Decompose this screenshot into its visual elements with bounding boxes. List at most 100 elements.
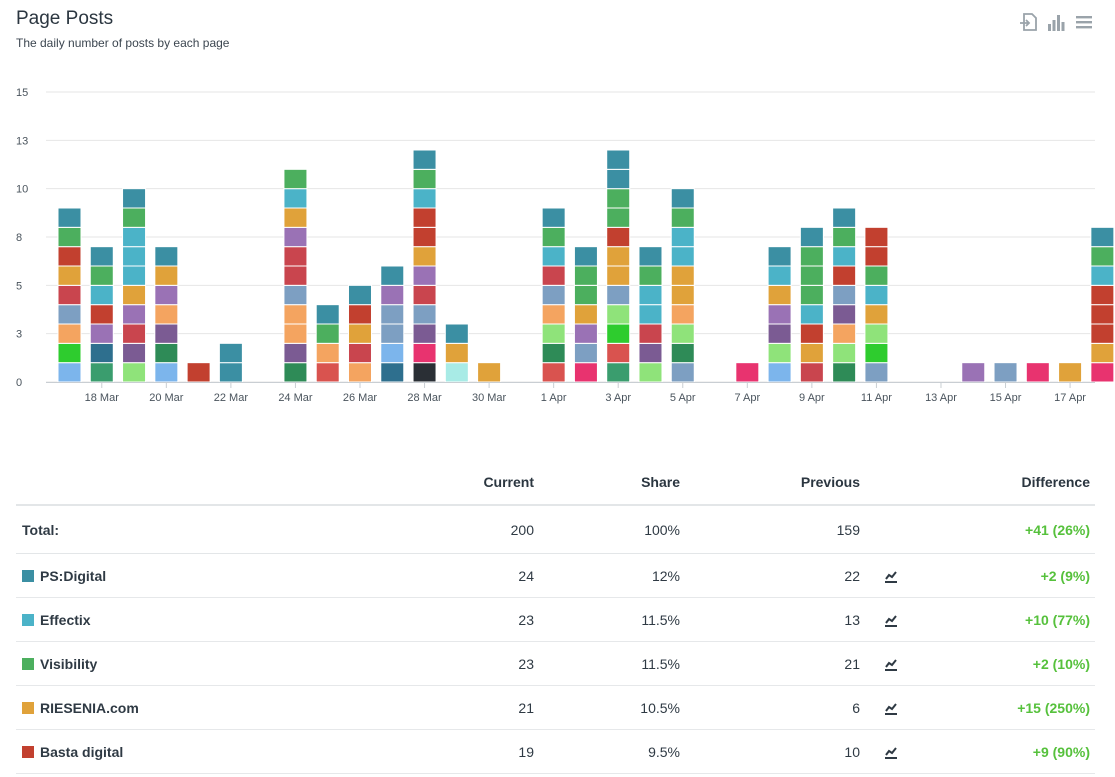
y-axis: 0 3 5 8 10 13 15: [16, 87, 28, 389]
bar-segment: [573, 362, 598, 383]
bar-segment: [347, 304, 372, 325]
page-name-cell: Visibility: [16, 656, 396, 672]
bar-segment: [832, 362, 857, 383]
table-row: Effectix 23 11.5% 13 +10 (77%): [16, 598, 1095, 642]
bar-segment: [380, 265, 405, 286]
bar-segment: [606, 265, 631, 286]
menu-icon[interactable]: [1075, 12, 1093, 32]
bar-segment: [283, 265, 308, 286]
bar-segment: [1090, 342, 1115, 364]
bar-segment: [57, 246, 82, 267]
bar-chart-icon[interactable]: [1047, 12, 1065, 32]
bar-segment: [122, 362, 147, 383]
bar-segment: [412, 342, 437, 364]
x-tick-label: 9 Apr: [799, 392, 825, 404]
bar-segment: [412, 246, 437, 267]
bar-segment: [412, 207, 437, 228]
bar-segment: [767, 362, 792, 383]
bar-segment: [315, 323, 340, 344]
bar-segment: [283, 246, 308, 267]
bar-segment: [122, 226, 147, 248]
bar-segment: [767, 246, 792, 267]
bar-segment: [154, 284, 179, 306]
y-tick-label: 13: [16, 135, 28, 147]
bar-segment: [218, 342, 243, 364]
bar-segment: [380, 362, 405, 383]
bar-segment: [412, 168, 437, 190]
trend-chart-icon[interactable]: [884, 613, 898, 627]
series-swatch: [22, 569, 34, 582]
trend-chart-icon[interactable]: [884, 745, 898, 759]
bar-segment: [767, 323, 792, 344]
total-previous: 159: [836, 521, 860, 538]
bar-segment: [57, 323, 82, 344]
bar-segment: [283, 304, 308, 325]
difference-cell: +10 (77%): [1025, 611, 1090, 628]
bar-segment: [735, 362, 760, 383]
bar-segment: [541, 304, 566, 325]
bar-segment: [1058, 362, 1083, 383]
posts-table: Current Share Previous Difference Total:…: [16, 460, 1095, 774]
bar-segment: [864, 284, 889, 306]
bar-segment: [638, 284, 663, 306]
bar-segment: [864, 362, 889, 383]
trend-cell: [860, 657, 922, 671]
bar-segment: [283, 323, 308, 344]
bar-segment: [186, 362, 211, 383]
bar-segment: [606, 304, 631, 325]
bar-segment: [541, 226, 566, 248]
table-header: Current Share Previous Difference: [16, 460, 1095, 506]
current-cell: 23: [518, 655, 534, 672]
bar-segment: [993, 362, 1018, 383]
bar-segment: [670, 284, 695, 306]
bar-segment: [541, 342, 566, 364]
x-tick-label: 24 Mar: [278, 392, 313, 404]
bar-segment: [122, 304, 147, 325]
current-cell: 23: [518, 611, 534, 628]
bar-segment: [832, 265, 857, 286]
bar-segment: [477, 362, 502, 383]
bar-segment: [1090, 323, 1115, 344]
trend-cell: [860, 745, 922, 759]
bar-segment: [541, 265, 566, 286]
bar-segment: [57, 304, 82, 325]
bar-segment: [606, 246, 631, 267]
total-label: Total:: [22, 521, 60, 538]
y-tick-label: 10: [16, 184, 28, 196]
bar-segment: [154, 323, 179, 344]
bar-segment: [89, 362, 114, 383]
bar-segment: [606, 149, 631, 170]
series-swatch: [22, 613, 34, 626]
trend-chart-icon[interactable]: [884, 569, 898, 583]
bar-segment: [799, 284, 824, 306]
previous-cell: 21: [844, 655, 860, 672]
x-tick-label: 13 Apr: [925, 392, 957, 404]
x-tick-label: 1 Apr: [541, 392, 567, 404]
bar-segment: [444, 323, 469, 344]
bar-segment: [638, 246, 663, 267]
bar-segment: [670, 226, 695, 248]
y-tick-label: 5: [16, 280, 22, 292]
x-axis: 18 Mar 20 Mar 22 Mar 24 Mar 26 Mar 28 Mar 30 M…: [46, 382, 1095, 404]
bar-segment: [89, 265, 114, 286]
trend-chart-icon[interactable]: [884, 701, 898, 715]
page-name-cell: Basta digital: [16, 744, 396, 760]
bar-segment: [1090, 362, 1115, 383]
trend-cell: [860, 701, 922, 715]
bar-segment: [57, 284, 82, 306]
x-tick-label: 7 Apr: [734, 392, 760, 404]
bar-segment: [573, 342, 598, 364]
bar-segment: [380, 304, 405, 325]
bar-segment: [799, 323, 824, 344]
trend-chart-icon[interactable]: [884, 657, 898, 671]
x-tick-label: 18 Mar: [85, 392, 120, 404]
bar-segment: [670, 207, 695, 228]
share-cell: 10.5%: [640, 699, 680, 716]
bar-segment: [412, 149, 437, 170]
bar-segment: [283, 188, 308, 209]
difference-cell: +2 (10%): [1032, 655, 1090, 672]
export-icon[interactable]: [1019, 12, 1037, 32]
table-row: PS:Digital 24 12% 22 +2 (9%): [16, 554, 1095, 598]
trend-cell: [860, 613, 922, 627]
bar-segment: [832, 226, 857, 248]
